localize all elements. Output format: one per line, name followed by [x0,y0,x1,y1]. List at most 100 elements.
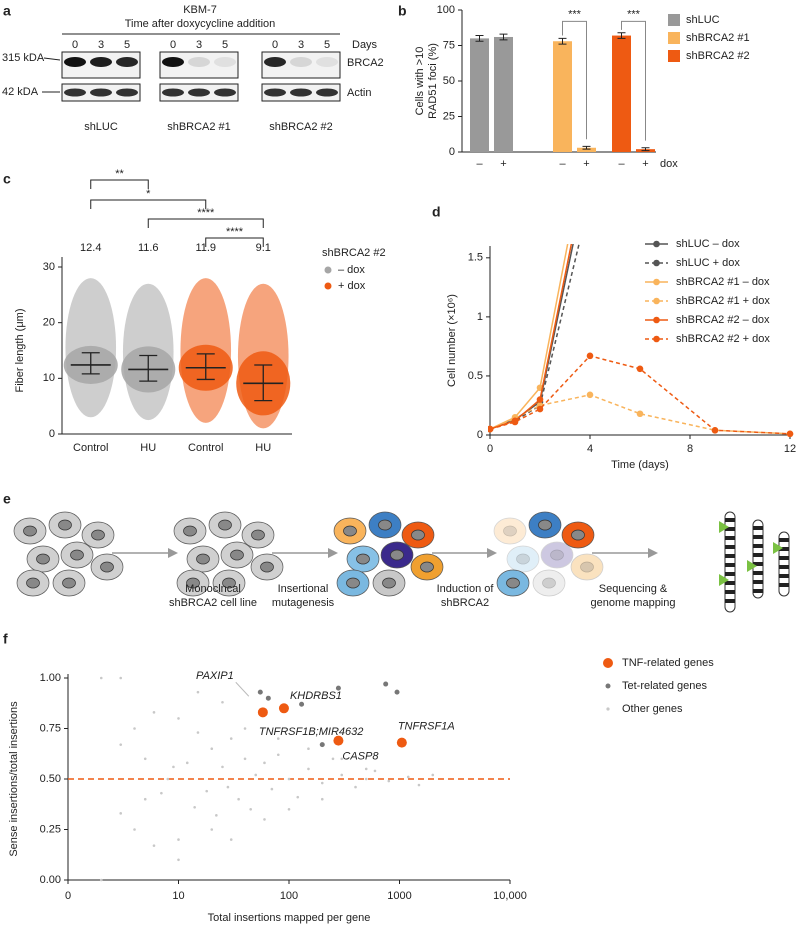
lane-day: 3 [98,39,104,51]
band [214,88,236,97]
chromosome-band [753,553,763,557]
chromosome-band [725,599,735,603]
value-label: 12.4 [80,242,101,254]
nucleus [196,553,210,565]
point [166,777,170,781]
significance-bracket [621,20,646,141]
point [511,418,519,426]
band [316,88,338,97]
chromosome-band [753,571,763,575]
point [373,769,377,773]
legend-marker [653,278,660,286]
step-label: Induction of [437,583,495,595]
point [276,737,280,740]
band [188,57,210,67]
chromosome-band [753,589,763,593]
legend-swatch [668,32,680,44]
legend-label: shBRCA2 #1 – dox [676,276,770,288]
error-bar [558,37,567,45]
band [188,88,210,97]
x-tick-label: Control [188,442,223,454]
point [711,426,719,434]
arrow-head [648,548,658,558]
chromosome-band [725,563,735,567]
step-label: Insertional [278,583,329,595]
protein-label: Actin [347,87,371,99]
blot-title: Time after doxycycline addition [125,18,276,30]
band [290,88,312,97]
point [119,743,123,746]
point [119,812,123,815]
nucleus [100,561,114,573]
x-tick-label: + [642,158,648,170]
point [254,773,258,777]
point [205,789,209,793]
cell [540,541,574,569]
chromosome-band [753,580,763,584]
arrow-head [487,548,497,558]
panel-letter: d [432,204,441,220]
point [196,731,200,734]
point [185,761,189,765]
chromosome-band [753,544,763,548]
step-label: mutagenesis [272,597,335,609]
x-tick-label: + [583,158,589,170]
point [276,753,280,757]
chromosome-band [779,565,789,569]
point [257,707,268,718]
legend-marker [653,297,660,305]
point [320,797,324,801]
point [319,742,325,748]
insertion-marker [719,521,729,533]
point [143,757,147,761]
lane-day: 3 [298,39,304,51]
point [243,727,247,730]
band [90,88,112,97]
y-tick-label: 1 [477,311,483,323]
significance-label: **** [197,207,215,219]
nucleus [411,529,425,541]
x-axis-label: dox [660,158,678,170]
marker-tick [43,57,61,61]
point-label: TNFRSF1B;MIR4632 [259,726,364,738]
x-tick-label: HU [255,442,271,454]
significance-bracket [205,237,264,247]
legend-marker [606,707,610,711]
significance-bracket [90,179,149,189]
point [488,425,494,433]
point [152,711,156,714]
legend-marker [605,683,611,689]
point [237,797,240,801]
significance-label: **** [226,226,244,238]
group-label: shBRCA2 #2 [269,121,333,133]
point [257,689,263,695]
series-line [489,244,580,430]
nucleus [420,561,434,573]
point [221,700,224,704]
annotation: PAXIP1 [196,670,234,682]
days-label: Days [352,39,378,51]
point [99,878,103,882]
band [64,57,86,67]
legend-marker [324,266,332,274]
point [270,787,274,791]
cell [570,553,604,581]
plot-area [488,244,794,437]
chromosome-band [725,518,735,522]
point-label: TNFRSF1A [398,721,455,733]
chromosome-band [779,556,789,560]
lane-day: 0 [72,39,78,51]
band [90,57,112,67]
error-bar [641,147,650,152]
x-tick-label: 4 [587,443,593,455]
point [287,777,291,781]
y-tick-label: 1.00 [40,672,61,684]
chromosome-band [725,581,735,585]
chromosome-band [753,535,763,539]
nucleus [222,577,236,589]
point [210,747,214,750]
lane-day: 0 [272,39,278,51]
y-tick-label: 0 [477,429,483,441]
nucleus [550,549,564,561]
